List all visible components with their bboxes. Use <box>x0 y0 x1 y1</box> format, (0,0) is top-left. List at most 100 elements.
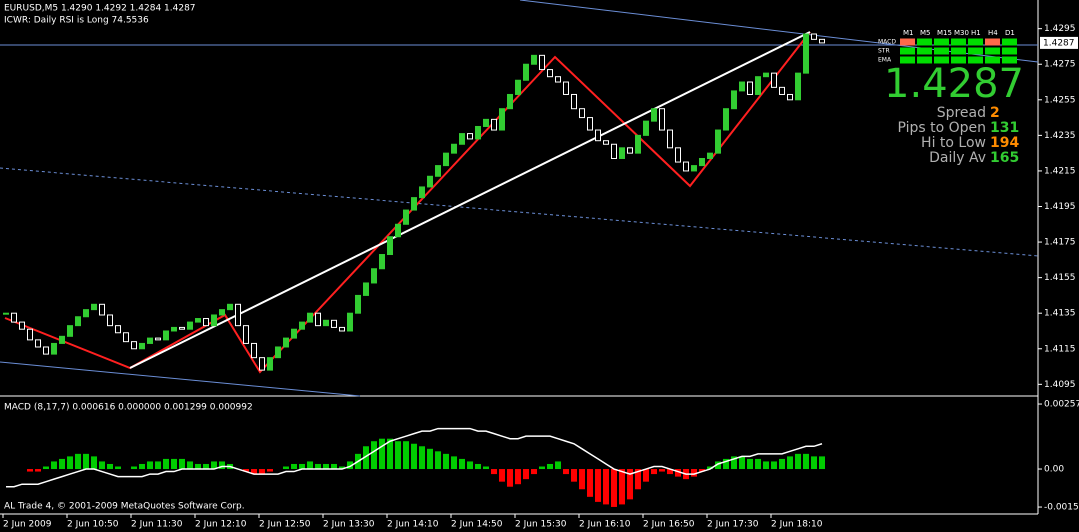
macd-bar <box>331 463 337 470</box>
macd-bar <box>587 469 593 497</box>
candle <box>179 326 185 330</box>
candle <box>163 330 169 341</box>
x-tick-label: 2 Jun 14:10 <box>387 520 439 530</box>
macd-bar <box>547 463 553 470</box>
macd-bar <box>659 469 665 472</box>
candle <box>3 312 9 315</box>
macd-bar <box>435 451 441 470</box>
macd-bar <box>611 469 617 507</box>
candle <box>307 312 313 323</box>
candle <box>43 346 49 355</box>
candle <box>787 93 793 101</box>
candle <box>419 186 425 199</box>
candle <box>147 337 153 344</box>
macd-bar <box>43 466 49 470</box>
macd-bar <box>427 448 433 470</box>
candle <box>443 152 449 167</box>
signal-cell <box>951 56 966 64</box>
row-label: MACD <box>878 39 896 46</box>
candle <box>819 38 825 44</box>
candle <box>563 81 569 95</box>
candle <box>331 319 337 328</box>
macd-bar <box>787 456 793 470</box>
x-tick-label: 2 Jun 10:50 <box>67 520 119 530</box>
macd-bar <box>155 461 161 470</box>
timeframe-label: D1 <box>1005 29 1015 37</box>
candle <box>531 54 537 65</box>
macd-bar <box>467 461 473 470</box>
candle <box>435 165 441 177</box>
info-value: 2 <box>990 105 1000 121</box>
signal-cell <box>1002 47 1017 55</box>
candle <box>251 342 257 359</box>
candle <box>267 357 273 371</box>
macd-bar <box>163 458 169 470</box>
info-label: Daily Av <box>929 150 986 166</box>
signal-cell <box>968 56 983 64</box>
macd-bar <box>347 461 353 470</box>
candle <box>115 325 121 334</box>
macd-panel: 0.002571 0.00 -0.001504 <box>6 400 1079 513</box>
macd-bar <box>635 469 641 490</box>
candle <box>211 314 217 327</box>
macd-bar <box>619 469 625 505</box>
macd-bar <box>715 461 721 470</box>
candle <box>611 143 617 159</box>
macd-bar <box>403 441 409 470</box>
candle <box>219 309 225 316</box>
signal-cell <box>985 38 1000 46</box>
macd-bar <box>539 466 545 470</box>
price-box-label: 1.4287 <box>1043 38 1075 48</box>
candle <box>779 86 785 95</box>
macd-bar <box>379 438 385 470</box>
candle <box>619 147 625 159</box>
x-tick-label: 2 Jun 17:30 <box>707 520 759 530</box>
macd-bar <box>811 456 817 470</box>
signal-cell <box>917 47 932 55</box>
macd-bar <box>491 469 497 475</box>
macd-bar <box>267 469 273 472</box>
candle <box>467 133 473 140</box>
signal-cell <box>968 47 983 55</box>
candle <box>667 129 673 149</box>
candle <box>155 337 161 341</box>
timeframe-label: H4 <box>988 29 998 37</box>
indicator-line: ICWR: Daily RSI is Long 74.5536 <box>4 16 149 26</box>
candle <box>411 197 417 211</box>
macd-bar <box>99 461 105 470</box>
macd-bar <box>443 453 449 470</box>
y-tick-label: 1.4175 <box>1044 238 1076 248</box>
macd-bar <box>75 453 81 470</box>
price-box <box>1040 36 1078 49</box>
macd-bar <box>755 458 761 470</box>
trend-line <box>129 31 811 369</box>
signal-cell <box>934 47 949 55</box>
timeframe-label: M30 <box>954 29 969 37</box>
macd-bar <box>299 463 305 470</box>
macd-bar <box>283 466 289 470</box>
x-tick-label: 2 Jun 16:10 <box>579 520 631 530</box>
x-tick-label: 2 Jun 12:10 <box>195 520 247 530</box>
macd-bar <box>739 456 745 470</box>
signal-cell <box>917 56 932 64</box>
signal-cell <box>951 38 966 46</box>
candle <box>747 81 753 95</box>
candle <box>203 318 209 327</box>
timeframe-label: H1 <box>971 29 981 37</box>
macd-bar <box>171 458 177 470</box>
macd-bar <box>395 441 401 470</box>
candle <box>547 69 553 78</box>
candle <box>723 108 729 131</box>
macd-bar <box>595 469 601 502</box>
macd-bar <box>747 458 753 470</box>
y-tick-label: 0.00 <box>1044 465 1064 475</box>
y-tick-label: 0.002571 <box>1044 400 1079 410</box>
candle <box>99 303 105 316</box>
candle <box>323 319 329 327</box>
candle <box>339 326 345 332</box>
macd-bar <box>195 463 201 470</box>
candle <box>131 341 137 350</box>
signal-cell <box>1002 38 1017 46</box>
